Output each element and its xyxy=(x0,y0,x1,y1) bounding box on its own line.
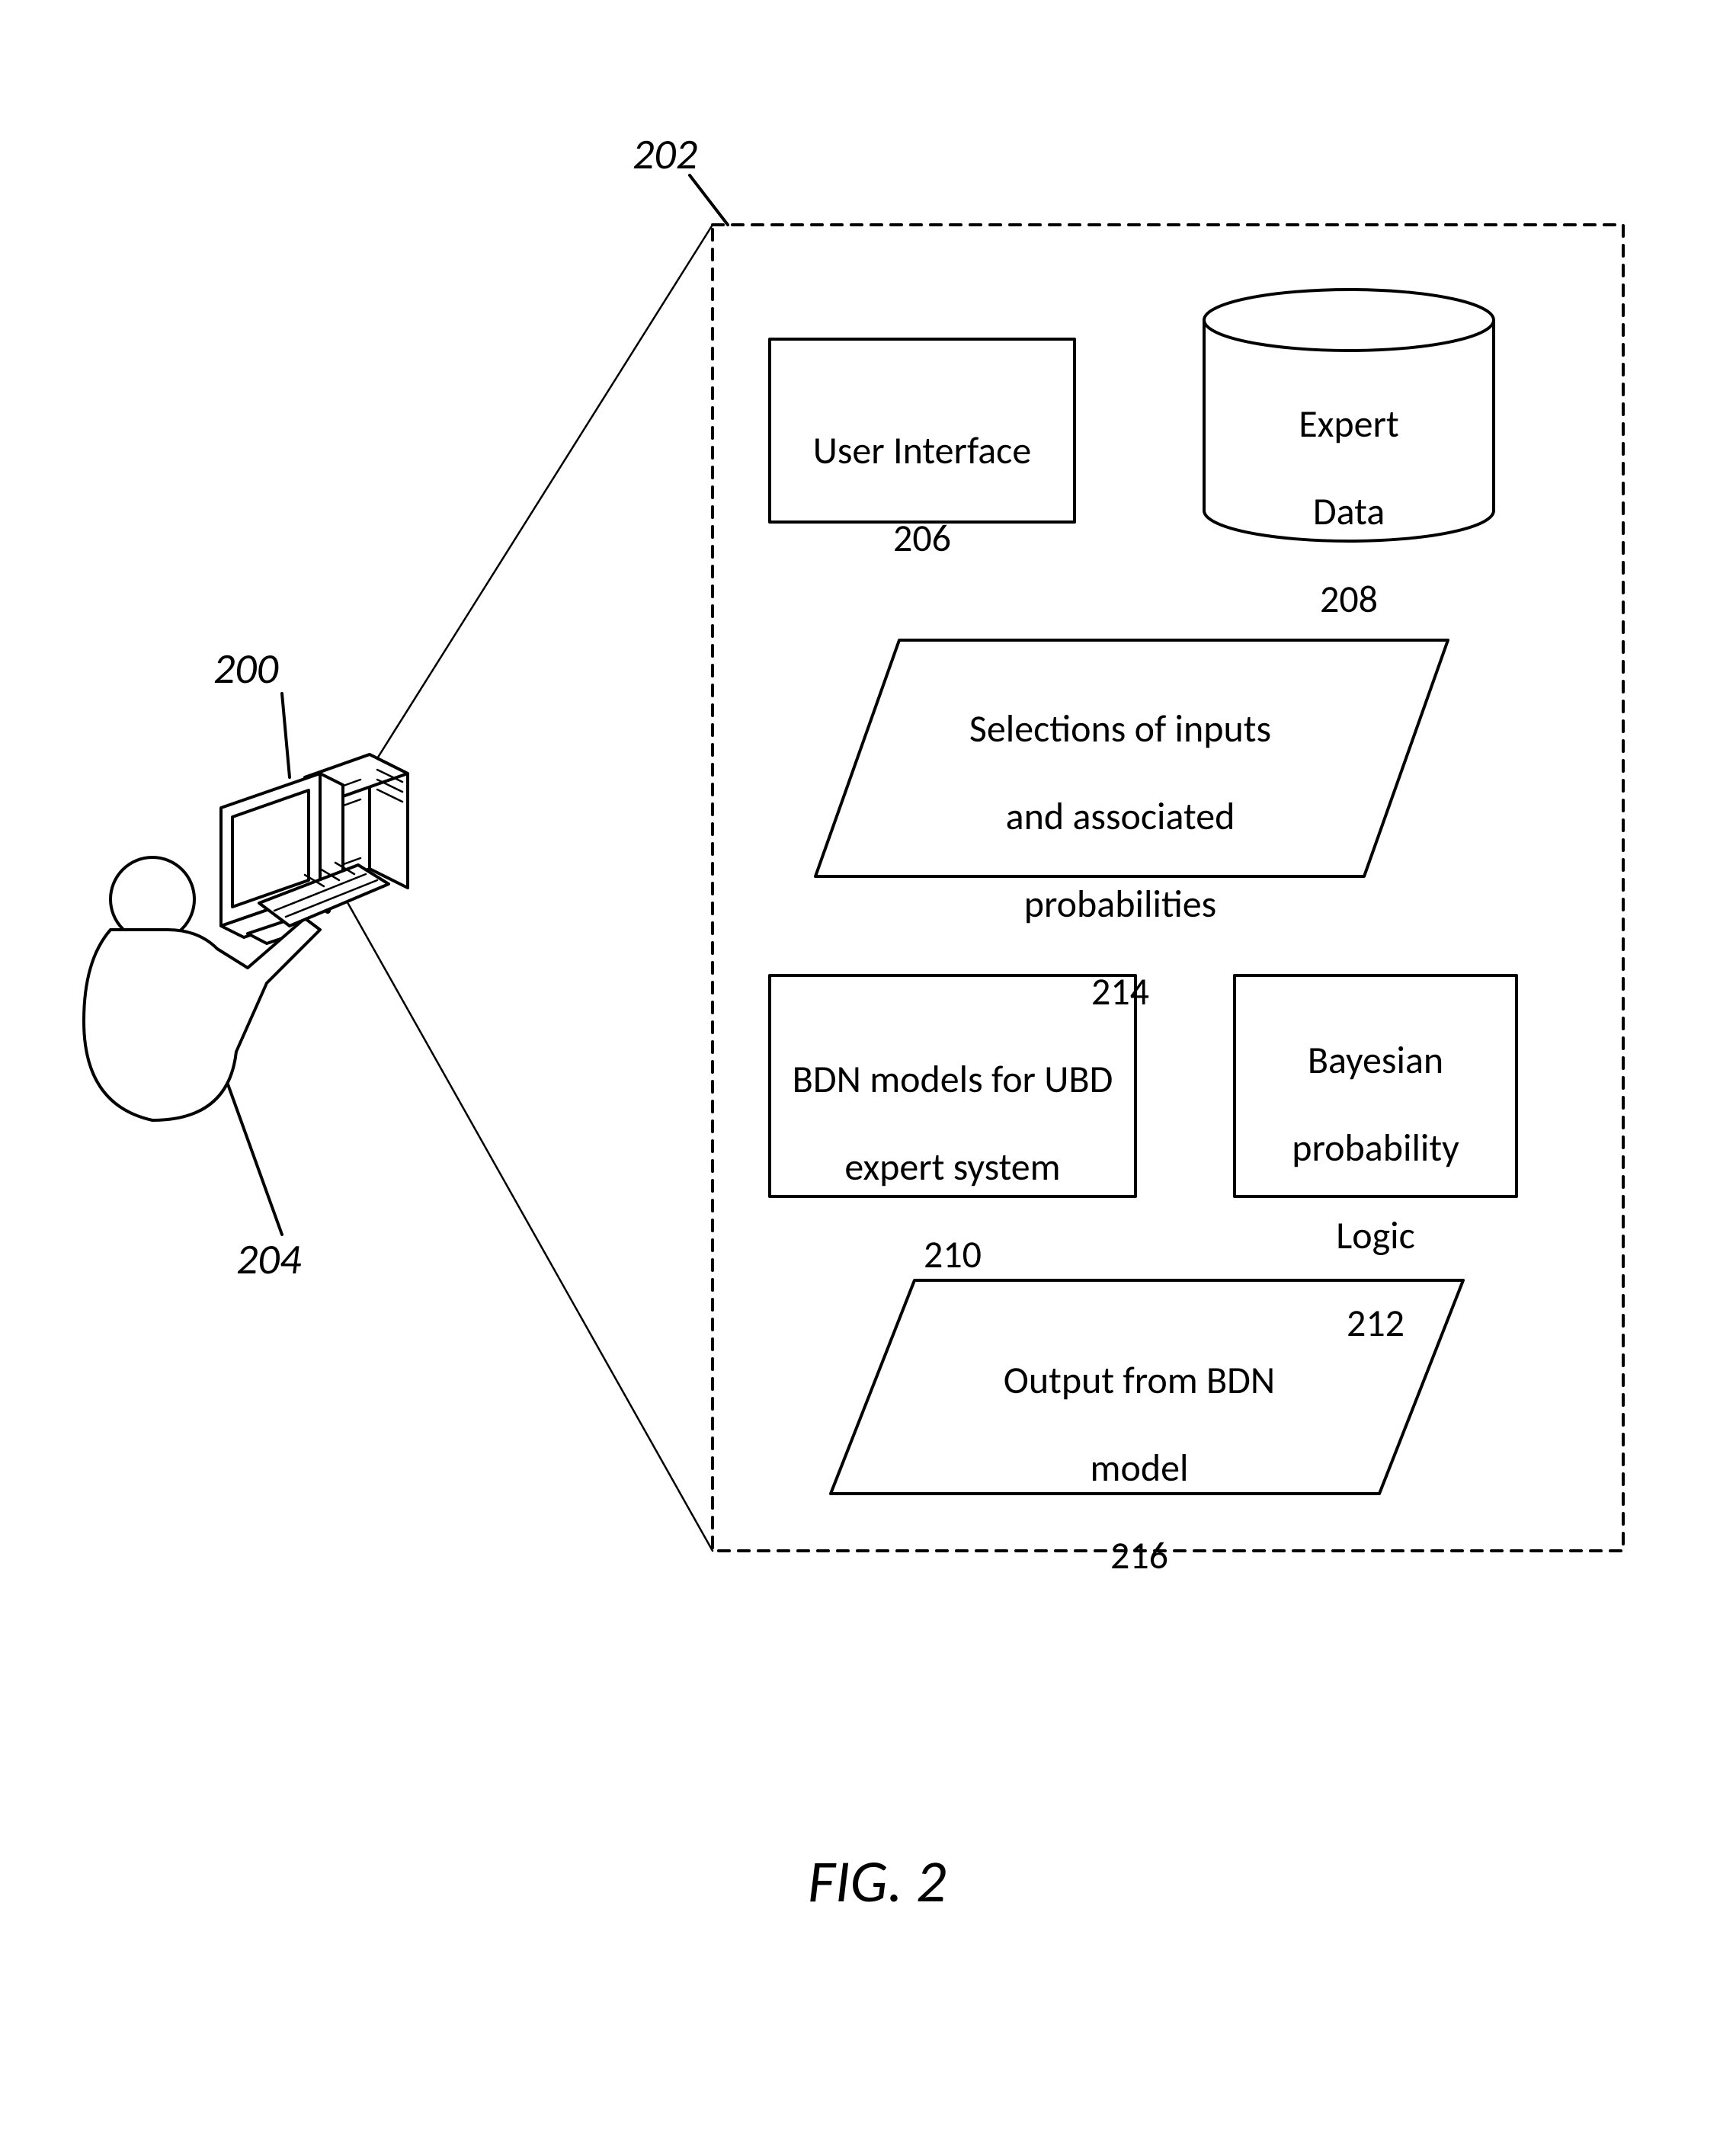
expert-data-label: Expert Data 208 xyxy=(1204,358,1494,621)
ref-204: 204 xyxy=(236,1238,301,1281)
ref-202-leader xyxy=(690,175,728,225)
figure-2-canvas: User Interface 206 Expert Data 208 Selec… xyxy=(0,0,1736,2146)
ref-200: 200 xyxy=(213,648,278,690)
projection-line-top xyxy=(341,225,713,815)
ref-200-leader xyxy=(282,693,290,777)
bdn-models-label: BDN models for UBD expert system 210 xyxy=(770,1014,1135,1276)
projection-line-bottom xyxy=(341,892,713,1551)
ref-202: 202 xyxy=(633,133,697,176)
output-label: Output from BDN model 216 xyxy=(854,1315,1425,1577)
figure-caption: FIG. 2 xyxy=(808,1852,946,1911)
bayesian-logic-label: Bayesian probability Logic 212 xyxy=(1235,995,1517,1345)
selections-label: Selections of inputs and associated prob… xyxy=(834,663,1406,1014)
user-interface-label: User Interface 206 xyxy=(770,385,1075,560)
